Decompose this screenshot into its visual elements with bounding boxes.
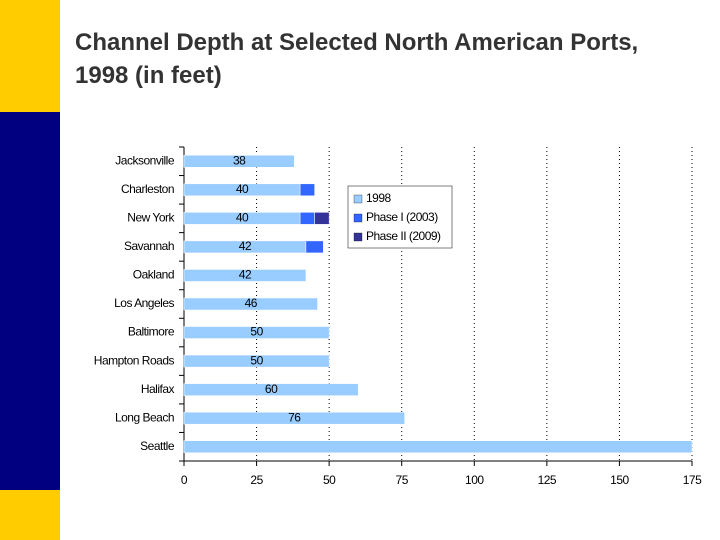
data-label: 42 <box>239 268 252 282</box>
y-tick-label: Savannah <box>124 239 174 253</box>
legend-swatch <box>353 232 363 242</box>
x-tick-label: 175 <box>683 473 702 487</box>
bar-segment <box>183 354 330 368</box>
legend-box <box>347 185 453 249</box>
y-tick-label: Baltimore <box>128 325 175 339</box>
y-tick-label: Halifax <box>141 382 175 396</box>
bar-segment <box>183 383 359 396</box>
y-tick-label: Los Angeles <box>114 296 174 310</box>
data-label: 40 <box>236 211 249 225</box>
bar-segment <box>299 212 315 225</box>
x-tick-label: 150 <box>610 473 629 487</box>
y-tick-label: Seattle <box>140 439 175 453</box>
legend-swatch <box>353 213 363 223</box>
y-tick-label: Oakland <box>133 268 174 282</box>
x-tick-label: 75 <box>396 473 409 487</box>
data-label: 76 <box>288 410 301 424</box>
data-label: 60 <box>265 382 278 396</box>
bar-segment <box>183 326 330 339</box>
y-tick-label: Jacksonville <box>115 153 175 167</box>
data-label: 50 <box>250 325 263 339</box>
y-tick-label: Hampton Roads <box>94 353 175 367</box>
bar-segment <box>299 183 315 197</box>
sidebar-middle <box>0 112 60 490</box>
sidebar-top <box>0 0 60 112</box>
sidebar-bottom <box>0 490 60 540</box>
bar-segment <box>314 212 330 225</box>
bar-segment <box>183 411 405 425</box>
y-tick-label: Long Beach <box>115 410 174 424</box>
x-tick-label: 50 <box>323 473 336 487</box>
data-label: 50 <box>250 353 263 367</box>
x-tick-label: 125 <box>538 473 557 487</box>
bar-segment <box>183 155 295 168</box>
x-tick-label: 0 <box>181 473 188 487</box>
bar-segment <box>183 297 318 311</box>
data-label: 42 <box>239 239 252 253</box>
y-tick-label: New York <box>127 211 175 225</box>
x-tick-label: 100 <box>465 473 484 487</box>
x-tick-label: 25 <box>250 473 263 487</box>
bar-segment <box>305 240 324 254</box>
data-label: 40 <box>236 182 249 196</box>
legend-label: Phase II (2009) <box>366 229 441 243</box>
bar-segment <box>183 440 693 453</box>
data-label: 46 <box>245 296 258 310</box>
slide-title: Channel Depth at Selected North American… <box>75 29 639 89</box>
data-label: 38 <box>233 153 246 167</box>
y-tick-label: Charleston <box>121 182 174 196</box>
legend-label: 1998 <box>366 191 392 205</box>
legend-label: Phase I (2003) <box>366 210 438 224</box>
bar-segment <box>183 269 307 282</box>
legend-swatch <box>353 194 363 204</box>
